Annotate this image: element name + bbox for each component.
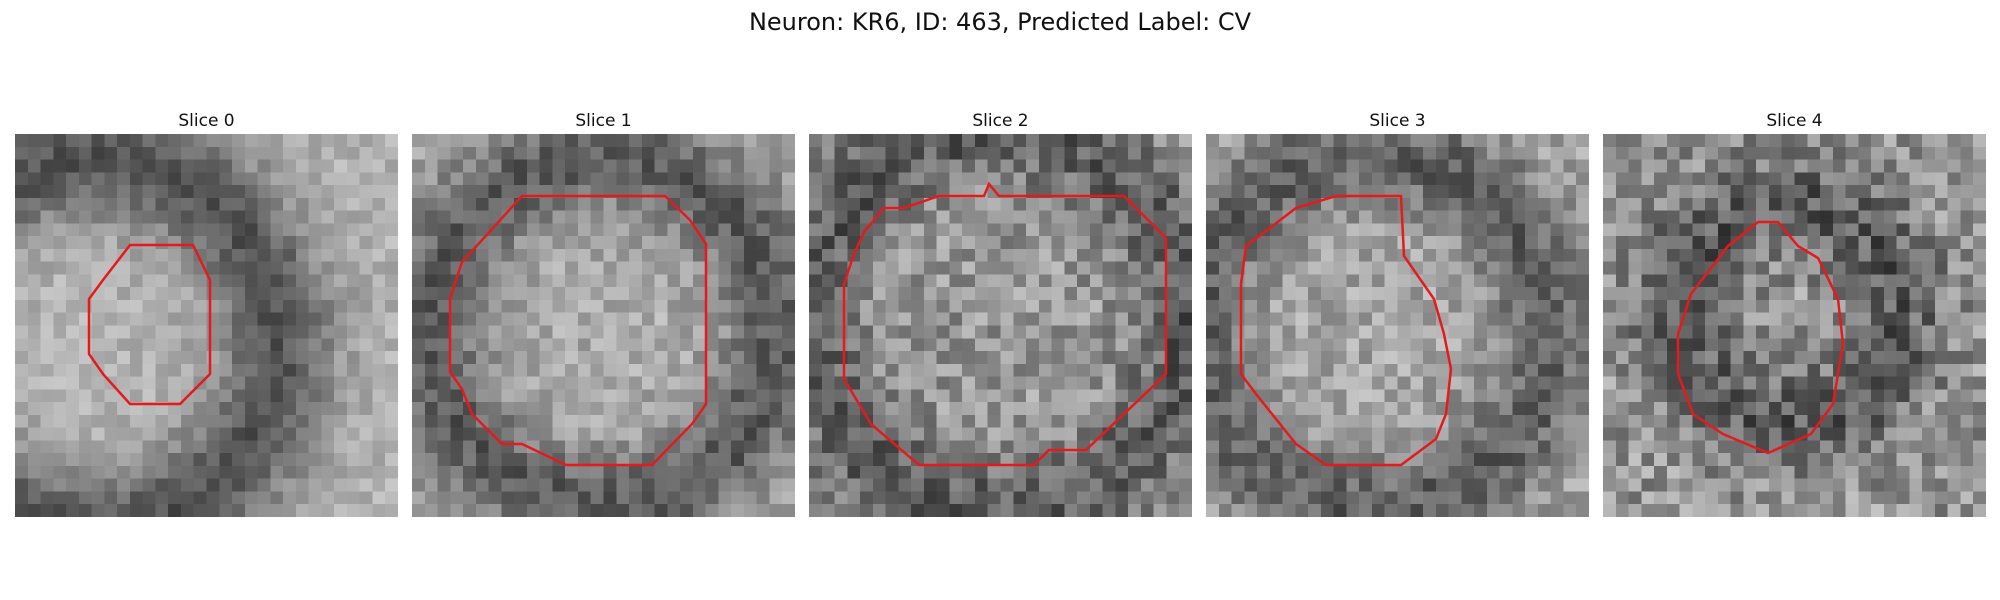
- cell-contour: [87, 243, 212, 406]
- pixel-grid: [1206, 134, 1589, 517]
- slice-panel-3: Slice 3: [1206, 110, 1589, 517]
- cell-contour: [448, 194, 708, 467]
- slice-title-1: Slice 1: [575, 111, 632, 131]
- slice-title-2: Slice 2: [972, 111, 1029, 131]
- slice-title-4: Slice 4: [1766, 111, 1823, 131]
- pixel-grid: [809, 134, 1192, 517]
- slice-panel-2: Slice 2: [809, 110, 1192, 517]
- slice-image-1: [412, 134, 795, 517]
- slice-panel-0: Slice 0: [15, 110, 398, 517]
- cell-contour: [1239, 194, 1453, 467]
- slice-panel-4: Slice 4: [1603, 110, 1986, 517]
- pixel-grid: [15, 134, 398, 517]
- pixel-grid: [1603, 134, 1986, 517]
- slice-image-0: [15, 134, 398, 517]
- slice-title-3: Slice 3: [1369, 111, 1426, 131]
- cell-contour: [842, 181, 1168, 467]
- slice-image-4: [1603, 134, 1986, 517]
- cell-contour: [1676, 220, 1845, 455]
- slice-image-3: [1206, 134, 1589, 517]
- slice-image-2: [809, 134, 1192, 517]
- pixel-grid: [412, 134, 795, 517]
- figure-title: Neuron: KR6, ID: 463, Predicted Label: C…: [748, 8, 1252, 36]
- slice-title-0: Slice 0: [178, 111, 235, 131]
- slice-panel-1: Slice 1: [412, 110, 795, 517]
